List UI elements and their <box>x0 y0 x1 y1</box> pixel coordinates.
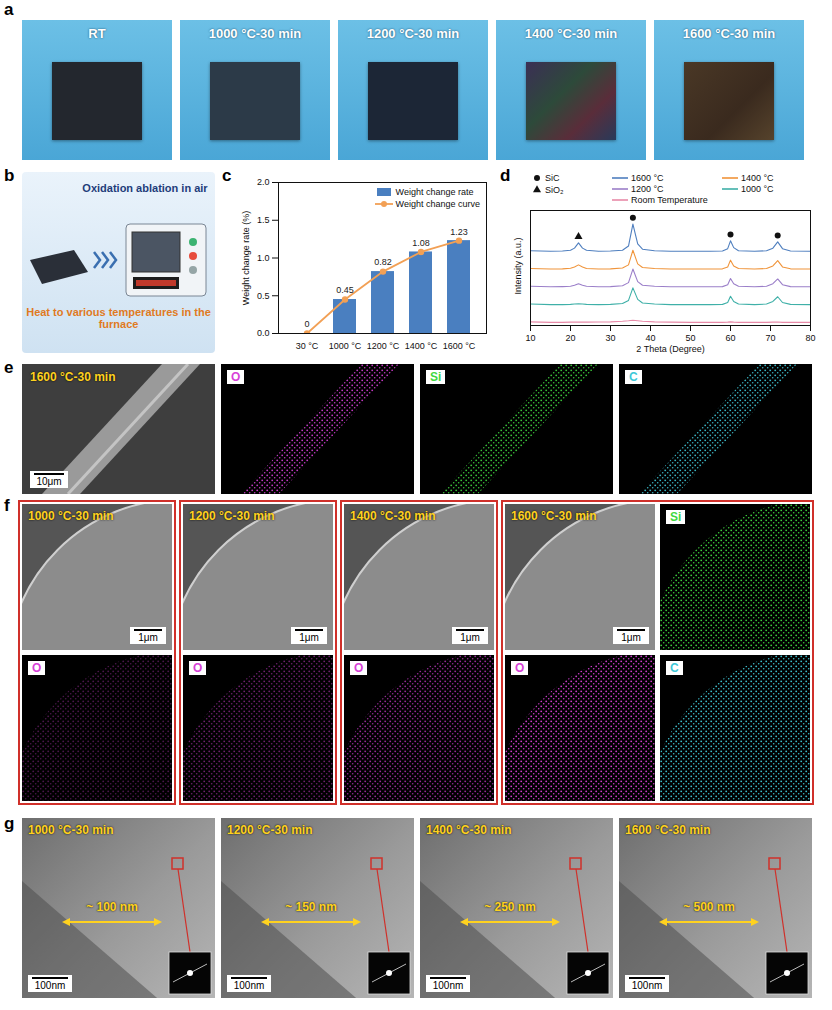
html-text:1200 °C: 1200 °C <box>631 183 664 194</box>
html-text:e: e <box>4 358 14 377</box>
html-text:~ 500 nm: ~ 500 nm <box>683 900 735 914</box>
html-text:d: d <box>500 166 511 185</box>
html-text:O: O <box>354 661 364 675</box>
html-text:Si: Si <box>430 370 442 384</box>
html-text:O: O <box>515 661 525 675</box>
html-text:Weight change curve: Weight change curve <box>395 198 480 209</box>
html-text:1400 °C: 1400 °C <box>741 172 774 183</box>
html-text:100nm: 100nm <box>34 980 66 991</box>
html-text:1μm: 1μm <box>621 632 641 643</box>
html-text:1μm: 1μm <box>299 632 319 643</box>
html-text:SiC: SiC <box>545 172 560 183</box>
html-text:~ 100 nm: ~ 100 nm <box>86 900 138 914</box>
html-text:1600 °C-30 min: 1600 °C-30 min <box>30 370 116 384</box>
html-text:a: a <box>4 0 14 19</box>
html-text:1μm: 1μm <box>138 632 158 643</box>
html-text:b: b <box>4 166 15 185</box>
html-text:O: O <box>32 661 42 675</box>
html-text:1μm: 1μm <box>460 632 480 643</box>
html-text:1200 °C-30 min: 1200 °C-30 min <box>366 26 460 41</box>
html-text:1400 °C-30 min: 1400 °C-30 min <box>524 26 618 41</box>
html-text:O: O <box>193 661 203 675</box>
svg-text:60: 60 <box>725 333 735 343</box>
svg-text:40: 40 <box>645 333 655 343</box>
html-text:100nm: 100nm <box>432 980 464 991</box>
svg-text:1.08: 1.08 <box>412 238 430 248</box>
svg-text:30 °C: 30 °C <box>296 341 319 351</box>
html-text:1400 °C-30 min: 1400 °C-30 min <box>426 823 512 837</box>
svg-text:1200 °C: 1200 °C <box>367 341 400 351</box>
svg-text:20: 20 <box>565 333 575 343</box>
svg-text:10: 10 <box>525 333 535 343</box>
html-text:100nm: 100nm <box>631 980 663 991</box>
html-text:Room Temperature: Room Temperature <box>631 194 708 205</box>
svg-text:50: 50 <box>685 333 695 343</box>
html-text:g: g <box>4 814 15 833</box>
html-text:1000 °C-30 min: 1000 °C-30 min <box>28 823 114 837</box>
html-text:~ 150 nm: ~ 150 nm <box>285 900 337 914</box>
html-text:1600 °C-30 min: 1600 °C-30 min <box>682 26 776 41</box>
html-text:1200 °C-30 min: 1200 °C-30 min <box>189 509 275 523</box>
html-text:Weight change rate: Weight change rate <box>395 186 474 197</box>
html-text:Intensity (a.u.): Intensity (a.u.) <box>513 237 523 295</box>
svg-text:1000 °C: 1000 °C <box>329 341 362 351</box>
svg-text:1400 °C: 1400 °C <box>405 341 438 351</box>
html-text:10μm: 10μm <box>36 476 62 487</box>
svg-text:Weight change rate (%): Weight change rate (%) <box>241 211 251 305</box>
svg-text:1.5: 1.5 <box>257 215 270 225</box>
html-text:C: C <box>629 370 638 384</box>
html-text:Si: Si <box>670 510 682 524</box>
html-text:Heat to various temperatures i: Heat to various temperatures in the furn… <box>26 306 211 330</box>
html-text:c: c <box>222 166 232 185</box>
html-text:Oxidation ablation in air: Oxidation ablation in air <box>82 182 208 194</box>
html-text:1000 °C-30 min: 1000 °C-30 min <box>28 509 114 523</box>
html-text:1600 °C-30 min: 1600 °C-30 min <box>625 823 711 837</box>
svg-text:0.82: 0.82 <box>374 257 392 267</box>
svg-text:1.23: 1.23 <box>450 227 468 237</box>
svg-text:80: 80 <box>805 333 815 343</box>
svg-text:2.0: 2.0 <box>257 177 270 187</box>
html-text:O: O <box>231 370 241 384</box>
html-text:1600 °C: 1600 °C <box>631 172 664 183</box>
svg-text:70: 70 <box>765 333 775 343</box>
html-text:C: C <box>670 661 679 675</box>
html-text:1000 °C: 1000 °C <box>741 183 774 194</box>
svg-text:0.45: 0.45 <box>336 285 354 295</box>
svg-text:1.0: 1.0 <box>257 253 270 263</box>
html-text:SiO₂: SiO₂ <box>545 184 564 195</box>
html-text:f: f <box>4 496 10 515</box>
html-text:1200 °C-30 min: 1200 °C-30 min <box>227 823 313 837</box>
svg-text:30: 30 <box>605 333 615 343</box>
html-text:1400 °C-30 min: 1400 °C-30 min <box>350 509 436 523</box>
svg-text:1600 °C: 1600 °C <box>443 341 476 351</box>
svg-text:0.5: 0.5 <box>257 291 270 301</box>
svg-text:2 Theta (Degree): 2 Theta (Degree) <box>636 344 704 354</box>
html-text:1600 °C-30 min: 1600 °C-30 min <box>511 509 597 523</box>
svg-text:0.0: 0.0 <box>257 328 270 338</box>
html-text:1000 °C-30 min: 1000 °C-30 min <box>208 26 302 41</box>
svg-text:0: 0 <box>304 319 309 329</box>
html-text:RT: RT <box>88 26 106 41</box>
html-text:~ 250 nm: ~ 250 nm <box>484 900 536 914</box>
html-text:100nm: 100nm <box>233 980 265 991</box>
